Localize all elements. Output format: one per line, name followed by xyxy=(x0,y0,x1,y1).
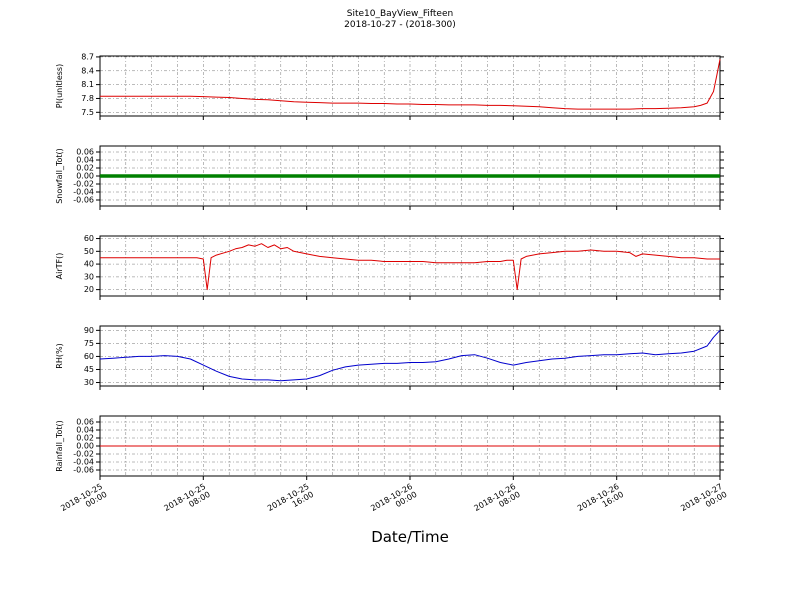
axes-border xyxy=(99,235,721,297)
y-tick-label: 0.06 xyxy=(76,418,94,427)
chart-subtitle: 2018-10-27 - (2018-300) xyxy=(344,20,456,30)
y-tick-label: 8.7 xyxy=(81,52,94,61)
panel-airtf: 20 30 40 50 60 AirTF() xyxy=(55,234,724,300)
y-tick-label: 7.5 xyxy=(81,108,94,117)
y-tick-label: 50 xyxy=(84,247,94,256)
x-axis-title: Date/Time xyxy=(371,528,449,546)
panel-pi: 7.5 7.8 8.1 8.4 8.7 PI(unitless) xyxy=(55,52,724,120)
y-tick-label: 8.1 xyxy=(81,80,94,89)
y-tick-label: -0.04 xyxy=(73,188,94,197)
x-tick-label: 2018-10-2700:00 xyxy=(679,482,728,521)
y-tick-label: -0.02 xyxy=(73,450,94,459)
y-axis-label-snowfall: Snowfall_Tot() xyxy=(55,148,64,204)
x-tick-label: 2018-10-2616:00 xyxy=(576,482,625,521)
y-tick-label: 0.00 xyxy=(76,442,94,451)
y-tick-label: 60 xyxy=(84,234,94,243)
chart-title: Site10_BayView_Fifteen xyxy=(346,9,454,19)
y-tick-label: 0.06 xyxy=(76,148,94,157)
panel-snowfall: -0.06-0.04-0.020.000.020.040.06 Snowfall_… xyxy=(55,145,724,210)
y-axis-label-rh: RH(%) xyxy=(55,343,64,368)
gridlines-pi xyxy=(100,56,720,116)
series-line-airtf xyxy=(100,243,720,291)
y-axis-label-airtf: AirTF() xyxy=(55,253,64,280)
y-axis-label-rainfall: Rainfall_Tot() xyxy=(55,420,64,472)
y-tick-label: -0.04 xyxy=(73,458,94,467)
y-tick-label: 0.02 xyxy=(76,164,94,173)
gridlines-airtf xyxy=(100,236,720,296)
x-tick-label: 2018-10-2516:00 xyxy=(266,482,315,521)
gridlines-rh xyxy=(100,326,720,386)
y-tick-label: 20 xyxy=(84,285,94,294)
y-tick-label: 30 xyxy=(84,272,94,281)
y-tick-label: 0.04 xyxy=(76,426,94,435)
y-tick-label: 0.00 xyxy=(76,172,94,181)
x-tick-label: 2018-10-2500:00 xyxy=(59,482,108,521)
y-tick-label: -0.06 xyxy=(73,196,94,205)
axes-border xyxy=(99,55,721,117)
y-tick-label: 45 xyxy=(84,365,94,374)
x-tick-label: 2018-10-2600:00 xyxy=(369,482,418,521)
y-tick-label: 90 xyxy=(84,326,94,335)
axes-border xyxy=(99,325,721,387)
series-line-rh xyxy=(99,329,721,382)
panel-rainfall: -0.06-0.04-0.020.000.020.040.06 Rainfall_… xyxy=(55,415,724,480)
y-tick-label: 8.4 xyxy=(81,66,94,75)
panel-rh: 30 45 60 75 90 RH(%) xyxy=(55,325,724,390)
x-tick-label: 2018-10-2508:00 xyxy=(163,482,212,521)
y-tick-label: 30 xyxy=(84,378,94,387)
y-tick-label: -0.06 xyxy=(73,466,94,475)
y-tick-label: 60 xyxy=(84,352,94,361)
x-tick-label: 2018-10-2608:00 xyxy=(473,482,522,521)
y-tick-label: 40 xyxy=(84,260,94,269)
series-line-pi xyxy=(100,59,721,110)
y-tick-label: 0.04 xyxy=(76,156,94,165)
y-axis-label-pi: PI(unitless) xyxy=(55,64,64,108)
y-tick-label: 0.02 xyxy=(76,434,94,443)
y-tick-label: -0.02 xyxy=(73,180,94,189)
y-tick-label: 75 xyxy=(84,339,94,348)
y-tick-label: 7.8 xyxy=(81,94,94,103)
